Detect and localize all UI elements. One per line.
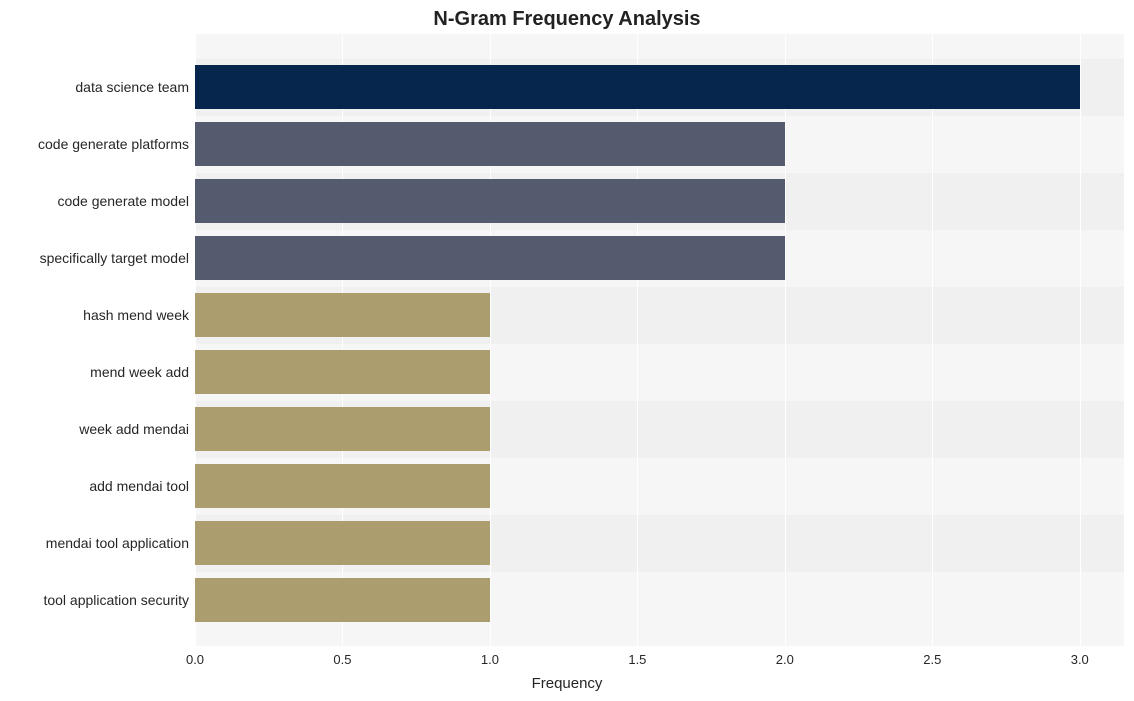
bar bbox=[195, 236, 785, 280]
x-tick-label: 1.5 bbox=[628, 652, 646, 667]
x-tick-label: 0.0 bbox=[186, 652, 204, 667]
x-tick-label: 2.0 bbox=[776, 652, 794, 667]
bar bbox=[195, 122, 785, 166]
y-tick-label: week add mendai bbox=[79, 421, 189, 437]
gridline bbox=[785, 34, 786, 646]
x-tick-label: 3.0 bbox=[1071, 652, 1089, 667]
ngram-frequency-chart: N-Gram Frequency Analysis Frequency 0.0 0… bbox=[0, 0, 1134, 701]
y-tick-label: code generate platforms bbox=[38, 136, 189, 152]
y-tick-label: mendai tool application bbox=[46, 535, 189, 551]
x-tick-label: 1.0 bbox=[481, 652, 499, 667]
bar bbox=[195, 578, 490, 622]
x-tick-label: 0.5 bbox=[333, 652, 351, 667]
gridline bbox=[932, 34, 933, 646]
bar bbox=[195, 350, 490, 394]
y-tick-label: code generate model bbox=[57, 193, 189, 209]
x-axis-label: Frequency bbox=[0, 675, 1134, 692]
bar bbox=[195, 65, 1080, 109]
y-tick-label: data science team bbox=[75, 79, 189, 95]
gridline bbox=[1080, 34, 1081, 646]
y-tick-label: add mendai tool bbox=[89, 478, 189, 494]
plot-area bbox=[195, 34, 1124, 646]
bar bbox=[195, 293, 490, 337]
y-tick-label: specifically target model bbox=[40, 250, 189, 266]
y-tick-label: hash mend week bbox=[83, 307, 189, 323]
chart-title: N-Gram Frequency Analysis bbox=[0, 8, 1134, 31]
y-tick-label: tool application security bbox=[43, 592, 189, 608]
bar bbox=[195, 464, 490, 508]
x-tick-label: 2.5 bbox=[923, 652, 941, 667]
bar bbox=[195, 179, 785, 223]
bar bbox=[195, 521, 490, 565]
bar bbox=[195, 407, 490, 451]
y-tick-label: mend week add bbox=[90, 364, 189, 380]
